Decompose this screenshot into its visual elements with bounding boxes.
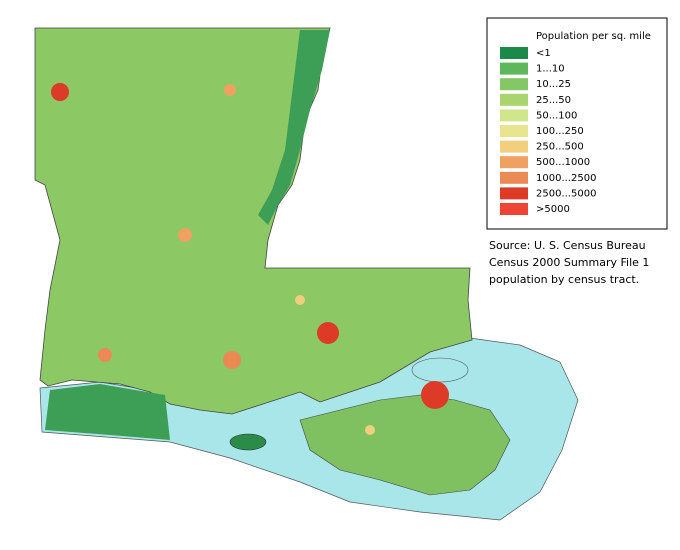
city (223, 351, 241, 369)
legend-title: Population per sq. mile (536, 31, 651, 42)
legend-label: <1 (536, 48, 551, 59)
source-line: Source: U. S. Census Bureau (489, 239, 646, 252)
city (51, 83, 69, 101)
lake (229, 433, 267, 451)
state-land (34, 27, 473, 415)
source-line: population by census tract. (489, 273, 639, 286)
city (98, 348, 112, 362)
city (317, 322, 339, 344)
legend-items: <1 1...10 10...25 25...50 50...100 100...250 2… (500, 47, 596, 215)
legend-label: 500...1000 (536, 157, 590, 168)
legend-swatch (500, 62, 528, 75)
legend-label: 25...50 (536, 95, 571, 106)
dark-green-area (258, 30, 330, 225)
legend-swatch (500, 93, 528, 106)
legend-swatch (500, 203, 528, 215)
city (178, 228, 192, 242)
source-line: Census 2000 Summary File 1 (489, 256, 649, 269)
legend-swatch (500, 171, 528, 184)
legend-swatch (500, 109, 528, 122)
legend-swatch (500, 140, 528, 153)
legend-swatch (500, 156, 528, 169)
legend-label: 100...250 (536, 126, 584, 137)
legend-swatch (500, 78, 528, 91)
legend-label: 50...100 (536, 110, 577, 121)
city (295, 295, 305, 305)
dark-green-area (45, 384, 170, 440)
legend-label: 1000...2500 (536, 173, 596, 184)
legend-swatch (500, 125, 528, 137)
city (224, 84, 236, 96)
lake (411, 357, 469, 383)
legend-label: 10...25 (536, 79, 571, 90)
legend-label: 1...10 (536, 64, 565, 75)
legend-label: >5000 (536, 204, 570, 215)
legend-label: 250...500 (536, 142, 584, 153)
city (421, 381, 449, 409)
legend-swatch (500, 47, 528, 59)
city (365, 425, 375, 435)
legend-label: 2500...5000 (536, 188, 596, 199)
legend-swatch (500, 187, 528, 200)
marsh-land (299, 394, 511, 496)
